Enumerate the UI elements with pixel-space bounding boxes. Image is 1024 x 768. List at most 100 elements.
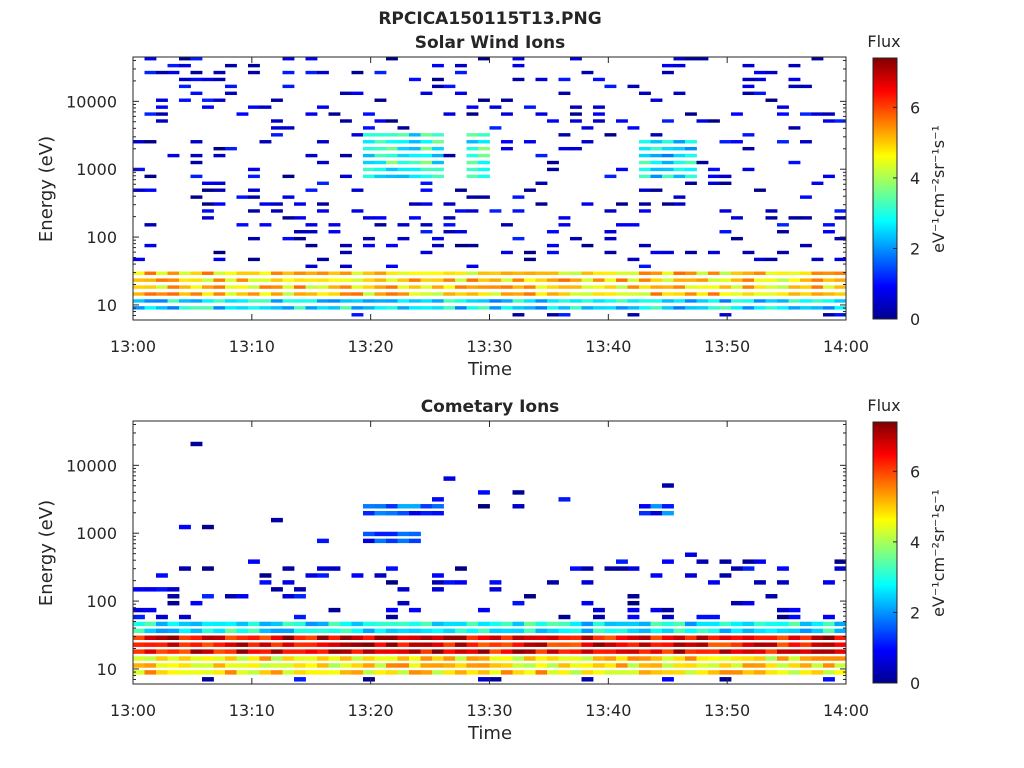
- spectrogram-cell: [432, 656, 444, 661]
- spectrogram-cell: [662, 635, 674, 640]
- spectrogram-cell: [581, 642, 594, 647]
- spectrogram-cell: [409, 133, 421, 137]
- spectrogram-cell: [581, 271, 594, 275]
- spectrogram-cell: [639, 628, 651, 634]
- spectrogram-cell: [213, 153, 226, 158]
- spectrogram-cell: [167, 63, 180, 68]
- spectrogram-cell: [282, 628, 295, 634]
- spectrogram-cell: [190, 70, 203, 75]
- spectrogram-cell: [685, 573, 697, 578]
- spectrogram-cell: [754, 77, 766, 82]
- spectrogram-cell: [834, 628, 847, 634]
- spectrogram-cell: [535, 621, 548, 627]
- spectrogram-cell: [673, 91, 686, 96]
- spectrogram-cell: [754, 70, 766, 75]
- spectrogram-cell: [202, 306, 214, 310]
- spectrogram-cell: [742, 285, 755, 289]
- spectrogram-cell: [386, 153, 398, 158]
- spectrogram-cell: [823, 292, 835, 296]
- spectrogram-cell: [190, 153, 203, 158]
- spectrogram-cell: [765, 656, 778, 661]
- spectrogram-cell: [443, 306, 456, 310]
- spectrogram-cell: [800, 628, 812, 634]
- spectrogram-cell: [248, 649, 260, 654]
- spectrogram-cell: [639, 264, 651, 269]
- spectrogram-cell: [374, 133, 387, 137]
- spectrogram-cell: [535, 77, 548, 82]
- spectrogram-cell: [225, 649, 237, 654]
- spectrogram-cell: [627, 600, 640, 606]
- spectrogram-cell: [742, 306, 755, 310]
- spectrogram-cell: [593, 621, 605, 627]
- spectrogram-cell: [363, 285, 375, 289]
- spectrogram-cell: [179, 628, 191, 634]
- spectrogram-cell: [363, 236, 375, 241]
- spectrogram-cell: [374, 504, 387, 509]
- spectrogram-cell: [466, 167, 479, 172]
- colorbar-tick-label: 4: [910, 169, 920, 188]
- spectrogram-cell: [708, 174, 720, 179]
- spectrogram-cell: [512, 77, 525, 82]
- spectrogram-cell: [351, 285, 364, 289]
- spectrogram-cell: [455, 621, 467, 627]
- spectrogram-cell: [558, 642, 571, 647]
- spectrogram-cell: [374, 649, 387, 654]
- spectrogram-cell: [248, 635, 260, 640]
- spectrogram-cell: [639, 656, 651, 661]
- spectrogram-cell: [604, 174, 617, 179]
- spectrogram-cell: [777, 140, 789, 144]
- spectrogram-cell: [777, 112, 789, 116]
- spectrogram-cell: [351, 573, 364, 578]
- spectrogram-cell: [558, 146, 571, 151]
- spectrogram-cell: [696, 614, 709, 620]
- spectrogram-cell: [547, 230, 559, 234]
- y-tick-label: 10000: [66, 92, 117, 111]
- spectrogram-cell: [547, 580, 559, 585]
- colorbar-unit: eV⁻¹cm⁻²sr⁻¹s⁻¹: [929, 125, 948, 253]
- spectrogram-cell: [558, 313, 571, 317]
- spectrogram-cell: [294, 677, 306, 682]
- spectrogram-cell: [133, 663, 145, 668]
- spectrogram-cell: [420, 635, 433, 640]
- spectrogram-cell: [535, 656, 548, 661]
- spectrogram-cell: [650, 292, 663, 296]
- spectrogram-cell: [340, 663, 352, 668]
- spectrogram-cell: [363, 649, 375, 654]
- spectrogram-cell: [604, 271, 617, 275]
- spectrogram-cell: [501, 112, 513, 116]
- spectrogram-cell: [363, 510, 375, 516]
- spectrogram-cell: [282, 670, 295, 675]
- spectrogram-cell: [374, 635, 387, 640]
- spectrogram-cell: [248, 70, 260, 75]
- spectrogram-cell: [213, 292, 226, 296]
- spectrogram-cell: [708, 635, 720, 640]
- spectrogram-cell: [512, 628, 525, 634]
- spectrogram-cell: [386, 292, 398, 296]
- spectrogram-cell: [248, 628, 260, 634]
- spectrogram-cell: [409, 504, 421, 509]
- spectrogram-cell: [225, 670, 237, 675]
- spectrogram-cell: [604, 306, 617, 310]
- spectrogram-cell: [409, 510, 421, 516]
- spectrogram-cell: [466, 663, 479, 668]
- spectrogram-cell: [834, 119, 847, 123]
- spectrogram-cell: [708, 628, 720, 634]
- spectrogram-cell: [386, 271, 398, 275]
- spectrogram-cell: [248, 105, 260, 109]
- spectrogram-cell: [777, 656, 789, 661]
- spectrogram-cell: [363, 112, 375, 116]
- spectrogram-cell: [179, 271, 191, 275]
- spectrogram-cell: [374, 119, 387, 123]
- spectrogram-cell: [754, 635, 766, 640]
- spectrogram-cell: [144, 278, 157, 282]
- spectrogram-cell: [708, 278, 720, 282]
- spectrogram-cell: [466, 209, 479, 213]
- spectrogram-cell: [696, 119, 709, 123]
- spectrogram-cell: [547, 299, 559, 303]
- spectrogram-cell: [535, 635, 548, 640]
- spectrogram-cell: [604, 133, 617, 137]
- spectrogram-cell: [742, 299, 755, 303]
- spectrogram-cell: [685, 628, 697, 634]
- spectrogram-cell: [604, 663, 617, 668]
- spectrogram-cell: [512, 209, 525, 213]
